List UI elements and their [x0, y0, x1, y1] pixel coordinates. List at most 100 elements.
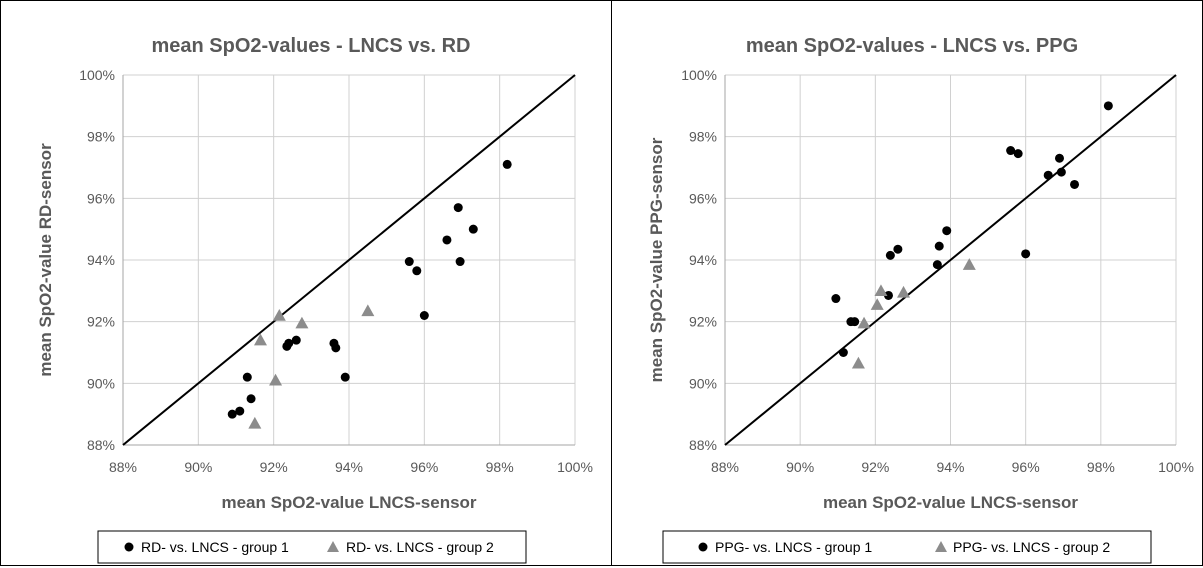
x-axis-title: mean SpO2-value LNCS-sensor [823, 493, 1078, 512]
scatter-chart-lncs-vs-rd: mean SpO2-values - LNCS vs. RD 88% 88% 90% 9… [36, 35, 593, 564]
x-tick-label: 98% [486, 459, 514, 475]
y-tick-label: 96% [689, 190, 717, 206]
x-tick-label: 88% [711, 459, 739, 475]
x-tick-label: 96% [410, 459, 438, 475]
data-point [1043, 170, 1053, 180]
data-point [269, 373, 283, 386]
series-2 [248, 304, 375, 429]
x-tick-label: 94% [335, 459, 363, 475]
data-point [962, 258, 976, 270]
x-axis-title: mean SpO2-value LNCS-sensor [221, 493, 476, 512]
data-point [442, 235, 452, 245]
data-point [502, 159, 512, 169]
data-point [857, 316, 871, 329]
legend-label: PPG- vs. LNCS - group 1 [715, 539, 872, 555]
series-1 [831, 101, 1113, 357]
chart-title: mean SpO2-values - LNCS vs. RD [152, 35, 471, 57]
data-point [831, 294, 841, 304]
data-point [1021, 249, 1031, 259]
data-point [942, 226, 952, 236]
chart-title: mean SpO2-values - LNCS vs. PPG [746, 35, 1078, 57]
series-2 [851, 258, 976, 369]
data-point [331, 343, 341, 353]
legend-label: PPG- vs. LNCS - group 2 [953, 539, 1110, 555]
x-tick-label: 88% [109, 459, 137, 475]
y-tick-label: 92% [689, 314, 717, 330]
data-point [885, 250, 895, 260]
data-point [1103, 101, 1113, 111]
data-point [361, 304, 375, 317]
chart-panel-right: mean SpO2-values - LNCS vs. PPG 88% 88% 90%… [611, 0, 1203, 566]
legend-box [662, 530, 1152, 564]
legend-label: RD- vs. LNCS - group 1 [141, 539, 289, 555]
y-tick-label: 88% [689, 437, 717, 453]
data-point [1006, 146, 1016, 156]
data-point [453, 203, 463, 213]
legend-marker-circle [124, 542, 134, 552]
data-point [295, 316, 309, 329]
data-point [838, 348, 848, 357]
y-tick-label: 88% [87, 437, 115, 453]
data-point [291, 335, 301, 345]
data-point [246, 394, 256, 404]
data-point [850, 317, 860, 327]
legend-marker-triangle [327, 541, 339, 552]
chart-panel-left: mean SpO2-values - LNCS vs. RD 88% 88% 90% 9… [0, 0, 612, 566]
y-tick-label: 94% [689, 252, 717, 268]
y-axis-title: mean SpO2-value RD-sensor [36, 143, 55, 377]
data-point [419, 311, 429, 320]
data-point [1013, 149, 1023, 159]
y-tick-label: 100% [79, 67, 115, 83]
data-point [897, 285, 911, 298]
data-point [455, 257, 465, 267]
x-tick-label: 92% [861, 459, 889, 475]
data-point [340, 372, 350, 382]
data-point [272, 309, 286, 321]
data-point [412, 266, 422, 276]
data-point [235, 406, 245, 416]
data-point [1054, 153, 1064, 163]
y-tick-label: 94% [87, 252, 115, 268]
data-point [874, 284, 888, 297]
x-tick-label: 92% [260, 459, 288, 475]
data-point [227, 409, 237, 419]
x-tick-label: 98% [1087, 459, 1115, 475]
data-point [284, 338, 294, 348]
y-axis-title: mean SpO2-value PPG-sensor [647, 137, 666, 382]
data-point [1070, 179, 1080, 189]
data-point [468, 224, 478, 234]
legend-box [97, 530, 527, 564]
x-tick-label: 90% [184, 459, 212, 475]
data-point [851, 356, 865, 369]
scatter-chart-lncs-vs-ppg: mean SpO2-values - LNCS vs. PPG 88% 88% 90%… [647, 35, 1194, 564]
x-tick-label: 94% [936, 459, 964, 475]
identity-line [724, 74, 1177, 446]
data-point [870, 298, 884, 310]
y-tick-label: 98% [87, 129, 115, 145]
data-point [248, 416, 262, 429]
data-point [242, 372, 252, 382]
data-point [932, 260, 942, 270]
y-tick-label: 90% [689, 375, 717, 391]
series-1 [227, 159, 512, 419]
data-point [883, 290, 893, 300]
data-point [1056, 167, 1066, 177]
legend-marker-circle [698, 542, 708, 552]
x-tick-label: 100% [1158, 459, 1194, 475]
legend: RD- vs. LNCS - group 1 RD- vs. LNCS - gro… [97, 530, 527, 564]
x-tick-label: 90% [786, 459, 814, 475]
y-tick-label: 100% [681, 67, 717, 83]
data-point [253, 333, 267, 346]
y-tick-label: 92% [87, 314, 115, 330]
x-tick-label: 96% [1012, 459, 1040, 475]
data-point [404, 257, 414, 267]
identity-line [122, 74, 576, 446]
y-tick-label: 90% [87, 375, 115, 391]
data-point [934, 241, 944, 251]
legend-label: RD- vs. LNCS - group 2 [346, 539, 494, 555]
y-tick-label: 98% [689, 129, 717, 145]
y-tick-label: 96% [87, 190, 115, 206]
x-tick-label: 100% [557, 459, 593, 475]
legend: PPG- vs. LNCS - group 1 PPG- vs. LNCS - g… [662, 530, 1152, 564]
data-point [893, 244, 903, 254]
